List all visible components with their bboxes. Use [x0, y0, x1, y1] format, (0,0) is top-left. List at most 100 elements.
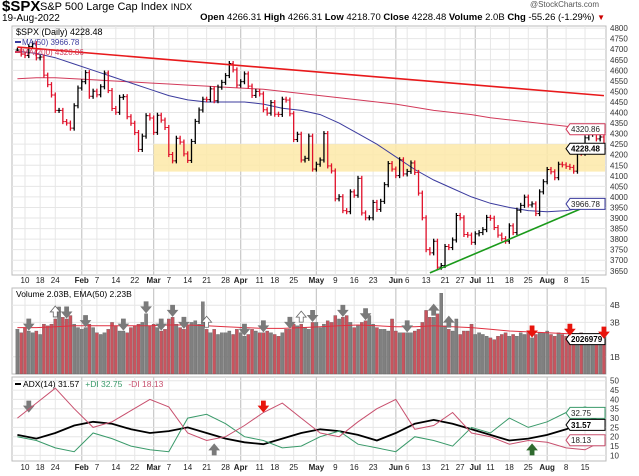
volume-bar — [322, 323, 326, 375]
volume-bar — [68, 315, 73, 375]
volume-bar — [371, 323, 375, 375]
price-bar — [344, 208, 349, 215]
adx-axis-label: 15 — [610, 442, 619, 451]
volume-bar — [375, 327, 379, 375]
last-ma50-tag-box — [565, 197, 606, 210]
volume-bar — [299, 323, 303, 375]
price-bar — [481, 227, 485, 236]
date-axis-label: 15 — [581, 276, 590, 285]
date-axis-label: 28 — [221, 276, 230, 285]
volume-bar — [23, 327, 27, 375]
price-bar — [314, 161, 319, 172]
volume-bar — [409, 332, 413, 375]
price-bar — [386, 161, 391, 188]
volume-bar — [337, 318, 341, 375]
chart-date: 19-Aug-2022 — [2, 13, 60, 24]
price-bar — [64, 119, 69, 126]
volume-bar — [167, 318, 171, 375]
date-axis-label: Jul — [470, 463, 482, 472]
volume-bar — [242, 336, 247, 375]
volume-bar — [363, 320, 368, 375]
price-bar — [189, 138, 194, 163]
price-bar — [405, 168, 409, 177]
volume-bar — [208, 332, 213, 375]
price-bar — [371, 199, 375, 221]
date-axis-label: 22 — [130, 463, 139, 472]
price-bar — [68, 120, 73, 131]
price-bar — [53, 92, 58, 113]
price-bar — [488, 214, 493, 221]
ma50-legend: MA(50) 3966.78 — [22, 38, 80, 47]
ma200-legend: MA(200) 4320.86 — [22, 48, 84, 57]
volume-bar — [98, 334, 103, 375]
price-bar — [170, 151, 175, 164]
adx-axis-label: 25 — [610, 423, 619, 432]
volume-bar — [170, 317, 175, 375]
volume-bar — [549, 334, 553, 375]
arrow-up-icon — [49, 305, 62, 318]
volume-bar — [367, 315, 372, 375]
date-axis-label: 13 — [422, 463, 431, 472]
volume-bar — [507, 336, 512, 375]
price-bar — [110, 88, 114, 112]
date-axis-label: 24 — [51, 276, 60, 285]
volume-bar — [515, 336, 519, 375]
volume-bar — [537, 332, 542, 375]
mdi-last-tag: 18.13 — [565, 434, 606, 447]
price-bar — [564, 162, 568, 169]
volume-bar — [235, 329, 239, 375]
price-axis-label: 3950 — [610, 203, 628, 212]
volume-bar — [276, 336, 281, 375]
price-bar — [348, 189, 353, 215]
date-axis-label: 10 — [21, 276, 30, 285]
date-axis-label: May — [309, 276, 325, 285]
price-bar — [310, 133, 315, 172]
volume-bar — [401, 332, 406, 375]
price-bar — [473, 231, 478, 245]
price-axis-label: 3650 — [610, 267, 628, 276]
date-axis-label: 27 — [456, 463, 465, 472]
price-bar — [102, 70, 107, 90]
price-bar — [496, 224, 500, 238]
price-bar — [447, 243, 451, 251]
date-axis-label: Jun — [389, 276, 403, 285]
volume-bar — [155, 327, 160, 375]
arrow-down-icon — [306, 310, 319, 323]
price-bar — [288, 97, 292, 117]
adx-axis-label: 10 — [610, 451, 619, 460]
price-bar — [598, 134, 602, 142]
price-axis-label: 4100 — [610, 172, 628, 181]
arrow-down-icon — [155, 318, 168, 331]
price-bar — [166, 124, 171, 158]
date-axis-label: 14 — [183, 276, 192, 285]
price-bar — [125, 94, 129, 120]
price-bar — [91, 88, 95, 99]
price-bar — [57, 107, 61, 113]
price-bar — [352, 189, 357, 198]
last-ma50-tag: 3966.78 — [565, 197, 606, 210]
price-bar — [356, 175, 360, 198]
date-axis-label: 25 — [289, 463, 298, 472]
price-bar — [193, 118, 198, 144]
volume-bar — [447, 329, 451, 375]
volume-bar — [503, 332, 508, 375]
green-arrow-up-icon — [526, 443, 538, 456]
price-bar — [83, 70, 88, 85]
volume-bar — [140, 322, 145, 375]
price-bar — [49, 82, 54, 98]
price-bar — [231, 61, 235, 73]
volume-bar — [15, 329, 20, 375]
volume-bar — [250, 329, 254, 375]
volume-bar — [348, 322, 353, 375]
date-axis-label: 27 — [456, 276, 465, 285]
volume-bar — [231, 334, 235, 375]
volume-bar — [318, 327, 322, 375]
volume-bar — [500, 334, 504, 375]
price-bar — [140, 133, 145, 152]
volume-bar — [110, 322, 114, 375]
adx-axis-label: 20 — [610, 433, 619, 442]
volume-bar — [492, 339, 496, 375]
date-axis-label: 18 — [270, 276, 279, 285]
price-bar — [560, 161, 565, 168]
